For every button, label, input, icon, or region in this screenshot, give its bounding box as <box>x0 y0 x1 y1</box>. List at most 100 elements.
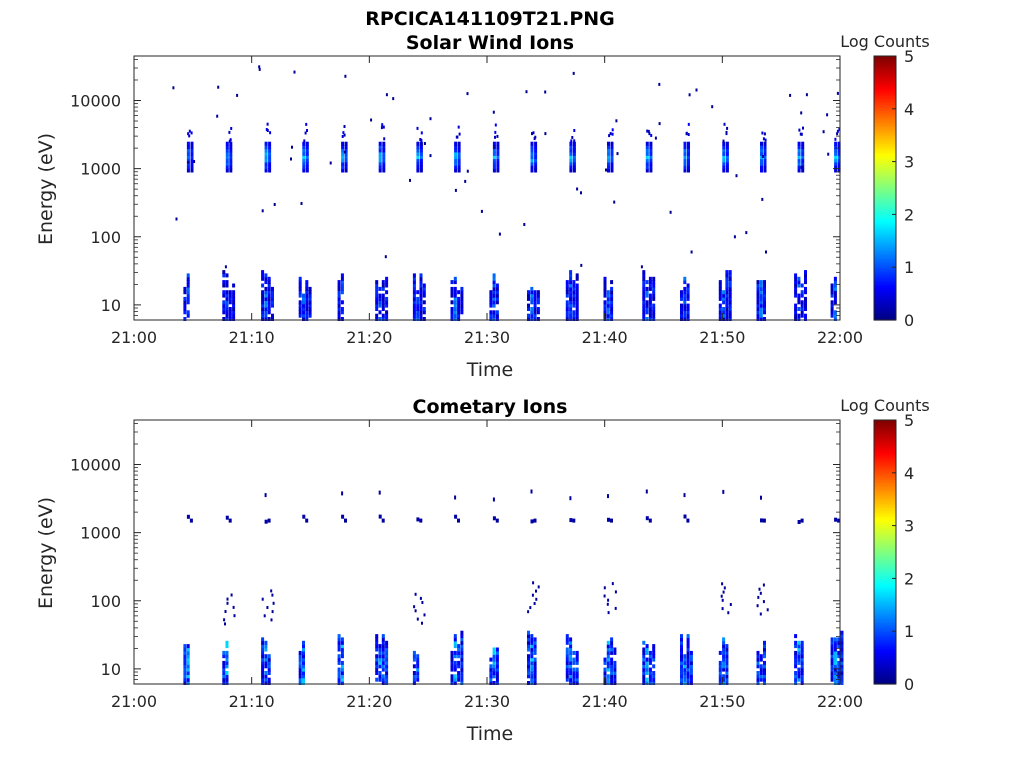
heatmap-cell <box>454 145 458 150</box>
heatmap-cell <box>642 671 646 675</box>
heatmap-cell <box>569 293 573 298</box>
heatmap-cell <box>725 644 729 649</box>
heatmap-cell <box>216 114 219 118</box>
colorbar-segment <box>874 565 896 568</box>
heatmap-cell <box>794 313 798 318</box>
heatmap-cell <box>611 128 614 132</box>
heatmap-cell <box>569 518 573 523</box>
heatmap-cell <box>834 517 838 522</box>
heatmap-cell <box>834 158 838 163</box>
heatmap-cell <box>186 145 190 150</box>
heatmap-cell <box>341 161 345 166</box>
heatmap-cell <box>493 145 496 149</box>
colorbar-segment <box>874 172 896 176</box>
heatmap-cell <box>530 141 534 146</box>
heatmap-cell <box>649 141 653 146</box>
heatmap-cell <box>375 300 379 305</box>
x-tick-label: 21:20 <box>346 692 392 711</box>
heatmap-cell <box>492 283 496 288</box>
heatmap-cell <box>429 117 432 121</box>
heatmap-cell <box>302 647 305 652</box>
heatmap-cell <box>686 637 690 642</box>
heatmap-cell <box>267 293 271 298</box>
colorbar-segment <box>874 503 896 507</box>
heatmap-cell <box>263 614 266 618</box>
heatmap-cell <box>833 283 837 288</box>
heatmap-cell <box>229 151 233 156</box>
heatmap-cell <box>527 681 530 685</box>
cometary-xlabel: Time <box>466 723 514 745</box>
heatmap-cell <box>498 232 501 236</box>
heatmap-cell <box>800 300 804 305</box>
heatmap-cell <box>680 317 683 321</box>
heatmap-cell <box>217 85 220 89</box>
heatmap-cell <box>642 313 646 318</box>
colorbar-segment <box>874 148 896 152</box>
y-tick-label: 100 <box>90 592 121 611</box>
heatmap-cell <box>718 650 722 655</box>
heatmap-cell <box>648 303 652 308</box>
heatmap-cell <box>797 647 801 652</box>
heatmap-cell <box>225 280 229 285</box>
heatmap-cell <box>797 293 801 298</box>
heatmap-cell <box>648 667 652 672</box>
heatmap-cell <box>648 674 652 679</box>
heatmap-cell <box>610 165 614 170</box>
heatmap-cell <box>837 161 841 166</box>
heatmap-cell <box>535 597 538 601</box>
heatmap-cell <box>305 141 309 146</box>
heatmap-cell <box>492 654 496 659</box>
heatmap-cell <box>722 161 726 166</box>
heatmap-cell <box>569 310 573 315</box>
heatmap-cell <box>613 677 617 682</box>
heatmap-cell <box>759 671 763 675</box>
heatmap-cell <box>421 601 424 604</box>
heatmap-cell <box>833 293 837 298</box>
heatmap-cell <box>840 660 844 665</box>
heatmap-cell <box>761 131 764 135</box>
heatmap-cell <box>413 605 416 609</box>
heatmap-cell <box>763 317 766 321</box>
heatmap-cell <box>645 310 649 315</box>
heatmap-cell <box>763 161 767 166</box>
heatmap-cell <box>722 317 726 321</box>
heatmap-cell <box>492 310 496 315</box>
heatmap-cell <box>492 497 495 502</box>
heatmap-cell <box>186 155 190 160</box>
heatmap-cell <box>344 151 348 156</box>
heatmap-cell <box>686 640 690 645</box>
heatmap-cell <box>610 674 614 679</box>
colorbar-segment <box>874 210 896 213</box>
heatmap-cell <box>530 664 534 669</box>
heatmap-cell <box>494 130 497 134</box>
heatmap-cell <box>575 300 579 305</box>
heatmap-cell <box>830 657 834 662</box>
heatmap-cell <box>457 664 461 669</box>
colorbar-segment <box>874 662 896 665</box>
heatmap-cell <box>837 654 841 659</box>
heatmap-cell <box>763 681 766 685</box>
heatmap-cell <box>645 307 649 311</box>
colorbar-segment <box>874 620 896 623</box>
heatmap-cell <box>416 161 420 166</box>
colorbar-segment <box>874 152 896 156</box>
heatmap-cell <box>756 283 760 288</box>
heatmap-cell <box>833 644 837 649</box>
heatmap-cell <box>530 317 534 321</box>
heatmap-cell <box>725 280 729 285</box>
heatmap-cell <box>340 300 344 305</box>
heatmap-cell <box>261 650 265 655</box>
heatmap-cell <box>385 640 389 645</box>
heatmap-cell <box>416 151 420 156</box>
heatmap-cell <box>840 634 844 639</box>
heatmap-cell <box>457 158 461 163</box>
heatmap-cell <box>532 581 535 585</box>
heatmap-cell <box>190 168 194 173</box>
heatmap-cell <box>305 310 309 315</box>
heatmap-cell <box>565 317 569 321</box>
heatmap-cell <box>797 657 801 662</box>
colorbar-segment <box>874 113 896 116</box>
colorbar-segment <box>874 282 896 286</box>
heatmap-cell <box>457 677 461 682</box>
heatmap-cell <box>381 307 385 311</box>
